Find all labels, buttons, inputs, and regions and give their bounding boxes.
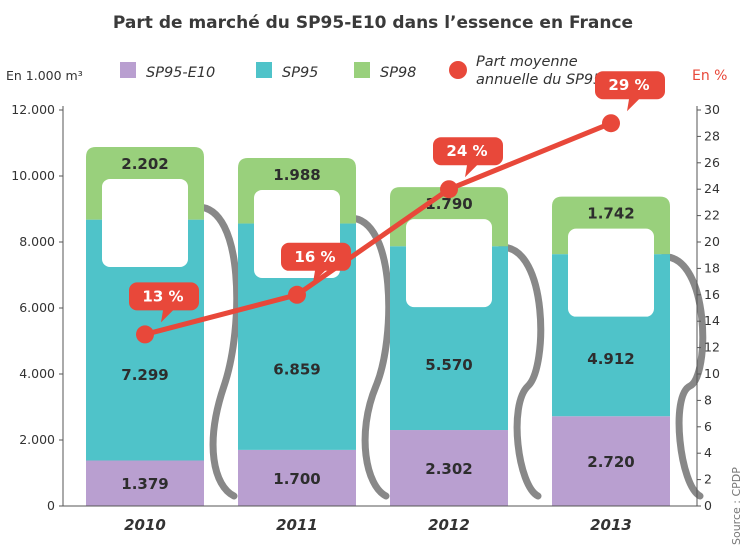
y2-tick-label: 2 [704,472,712,487]
data-label-sp95: 6.859 [273,360,320,378]
data-label-sp98: 2.202 [121,155,168,173]
axes: 02.0004.0006.0008.00010.00012.0000246810… [11,102,720,534]
y2-tick-label: 8 [704,392,712,407]
y2-tick-label: 4 [704,445,712,460]
legend-swatch-sp98 [354,62,370,78]
pump-hose-2012 [498,243,545,500]
line-data-label: 16 % [294,248,335,266]
y2-tick-label: 22 [704,208,720,223]
line-data-label: 13 % [142,287,183,305]
chart-title: Part de marché du SP95-E10 dans l’essenc… [113,13,633,33]
line-point-2010 [136,325,154,344]
y2-tick-label: 16 [704,287,720,302]
line-callout-2010 [129,282,199,323]
legend-swatch-sp95-e10 [120,62,136,78]
data-label-sp95: 5.570 [425,356,472,374]
y-tick-label: 10.000 [11,168,55,183]
data-label-sp95: 4.912 [587,350,634,368]
line-callout-2011 [281,242,351,283]
bar-group-2011: 1.700 6.859 1.988 [238,157,356,506]
data-label-sp95-e10: 1.379 [121,475,168,493]
y-tick-label: 2.000 [19,432,55,447]
line-callout-2012 [433,137,503,178]
pump-hose-2010 [194,203,241,500]
y2-tick-label: 10 [704,366,720,381]
y2-tick-label: 26 [704,155,720,170]
y2-tick-label: 0 [704,498,712,513]
line-path [144,120,612,337]
line-data-label: 29 % [608,76,649,94]
pump-hose-2013 [660,253,707,500]
x-tick-label: 2013 [590,516,632,534]
pump-window-2013 [568,228,654,317]
line-callout-2013 [595,71,665,112]
line-data-label: 24 % [446,142,487,160]
line-point-2013 [602,114,620,133]
y2-tick-label: 12 [704,340,720,355]
legend-dot-line [449,61,467,79]
y2-tick-label: 6 [704,419,712,434]
data-label-sp95: 7.299 [121,366,168,384]
data-label-sp98: 1.742 [587,205,634,223]
x-tick-label: 2010 [124,516,166,534]
x-tick-label: 2012 [428,516,470,534]
y-tick-label: 0 [47,498,55,513]
bar-segment-SP95-E10-2013 [552,416,670,506]
legend-item-sp95-e10: SP95-E10 [120,62,215,81]
legend-label-sp95: SP95 [282,65,318,81]
y-tick-label: 4.000 [19,366,55,381]
bar-segment-SP95-E10-2011 [238,449,356,506]
y2-tick-label: 18 [704,260,720,275]
pump-window-2010 [102,178,188,267]
line-point-2012 [440,180,458,199]
y2-tick-label: 28 [704,128,720,143]
line-point-2011 [288,285,306,304]
y-tick-label: 8.000 [19,234,55,249]
legend-swatch-sp95 [256,62,272,78]
pump-hose-2011 [346,214,393,500]
y2-tick-label: 24 [704,181,720,196]
legend-label-line-1: Part moyenne [476,54,578,70]
pump-hoses [194,203,707,500]
pump-window-2012 [406,219,492,308]
legend-label-sp95-e10: SP95-E10 [146,65,215,81]
y2-tick-label: 14 [704,313,720,328]
line-series: 13 % 16 % 24 % 29 % [129,71,665,344]
data-label-sp95-e10: 2.302 [425,460,472,478]
legend-label-sp98: SP98 [380,65,416,81]
data-label-sp95-e10: 1.700 [273,470,320,488]
data-label-sp98: 1.988 [273,166,320,184]
data-label-sp95-e10: 2.720 [587,453,634,471]
source-note: Source : CPDP [730,467,743,545]
y-axis-unit: En 1.000 m³ [6,68,83,83]
y2-tick-label: 20 [704,234,720,249]
legend-item-sp98: SP98 [354,62,416,81]
y2-axis-unit: En % [692,68,727,84]
y2-tick-label: 30 [704,102,720,117]
x-tick-label: 2011 [276,516,318,534]
legend-item-sp95: SP95 [256,62,318,81]
y-tick-label: 12.000 [11,102,55,117]
y-tick-label: 6.000 [19,300,55,315]
bar-group-2013: 2.720 4.912 1.742 [552,196,670,506]
bar-segment-SP95-E10-2012 [390,430,508,506]
legend: SP95-E10 SP95 SP98 Part moyenne annuelle… [120,54,635,88]
bar-segment-SP95-E10-2010 [86,460,204,506]
